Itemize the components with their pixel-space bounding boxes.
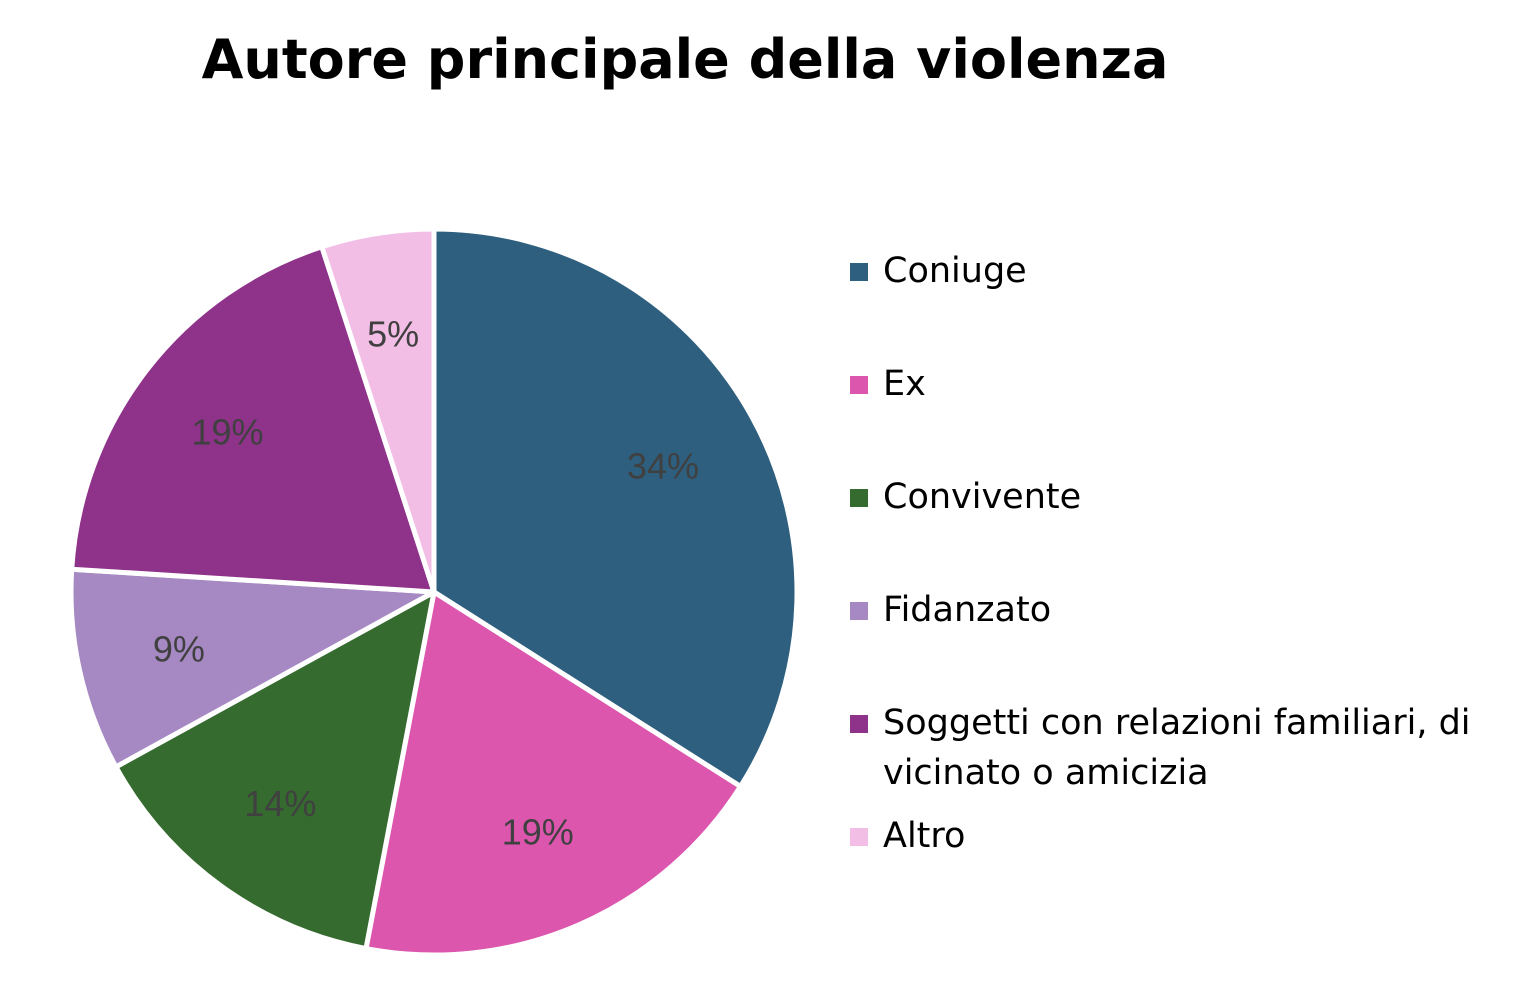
chart-title: Autore principale della violenza (201, 28, 1169, 91)
legend-item-altro: Altro (850, 811, 1503, 861)
legend-swatch (850, 602, 868, 620)
pie-slices (68, 226, 800, 958)
legend-label: Ex (883, 364, 926, 404)
pie-slice-soggetti-con-relazioni-familia (69, 244, 437, 595)
pie-slice-altro (319, 226, 437, 595)
legend-swatch (850, 828, 868, 846)
data-label-convivente: 14% (244, 783, 316, 824)
legend-swatch (850, 376, 868, 394)
legend-label: Convivente (883, 477, 1082, 517)
data-label-ex: 19% (502, 811, 574, 852)
legend-item-soggetti-con-relazioni-familia: Soggetti con relazioni familiari, di vic… (850, 698, 1503, 798)
data-label-altro: 5% (367, 313, 419, 354)
legend-label: Fidanzato (883, 590, 1052, 630)
data-label-fidanzato: 9% (153, 629, 205, 670)
data-label-soggetti-con-relazioni-familia: 19% (191, 411, 263, 452)
legend-item-coniuge: Coniuge (850, 246, 1503, 296)
pie-slice-ex (363, 589, 743, 958)
legend-swatch (850, 263, 868, 281)
data-label-coniuge: 34% (627, 446, 699, 487)
pie-data-labels: 34% 19% 14% 9% 19% 5% (153, 313, 699, 852)
legend-label: Soggetti con relazioni familiari, di vic… (883, 703, 1471, 793)
legend-item-ex: Ex (850, 359, 1503, 409)
legend-item-fidanzato: Fidanzato (850, 585, 1503, 635)
legend-swatch (850, 489, 868, 507)
legend-item-convivente: Convivente (850, 472, 1503, 522)
pie-slice-convivente (113, 589, 437, 952)
pie-slice-fidanzato (68, 566, 437, 770)
legend-label: Coniuge (883, 251, 1027, 291)
legend-swatch (850, 715, 868, 733)
legend-label: Altro (883, 816, 966, 856)
